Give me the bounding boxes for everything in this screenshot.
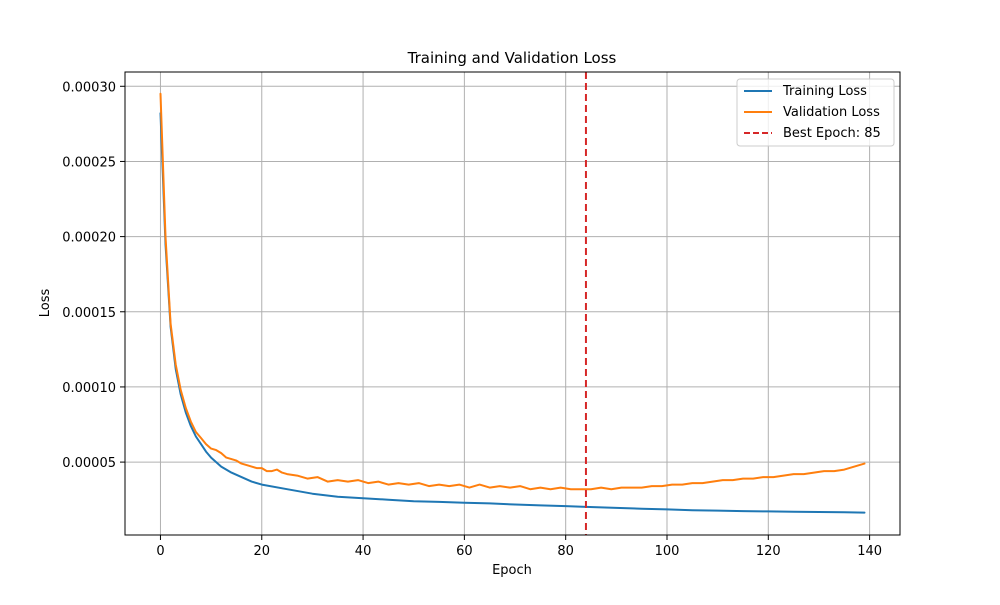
x-tick-label: 0	[156, 544, 164, 559]
plot-frame	[124, 71, 901, 536]
legend-box	[736, 78, 895, 147]
chart-title: Training and Validation Loss	[407, 49, 617, 67]
x-tick-label: 40	[355, 544, 372, 559]
legend-label-validation: Validation Loss	[783, 105, 880, 120]
x-tick-label: 20	[253, 544, 270, 559]
y-axis-ticks: 0.00005 0.00010 0.00015 0.00020 0.00025 0.000…	[62, 80, 125, 471]
legend: Training Loss Validation Loss Best Epoch…	[736, 78, 895, 147]
validation-loss-line	[159, 92, 866, 491]
y-tick-label: 0.00015	[62, 306, 116, 321]
y-axis-label: Loss	[38, 289, 53, 318]
y-tick-label: 0.00005	[62, 456, 116, 471]
x-tick-label: 140	[857, 544, 882, 559]
y-tick-label: 0.00025	[62, 155, 116, 170]
y-tick-label: 0.00030	[62, 80, 116, 95]
x-tick-label: 60	[456, 544, 473, 559]
legend-label-training: Training Loss	[782, 84, 867, 99]
x-tick-label: 120	[756, 544, 781, 559]
y-tick-label: 0.00020	[62, 231, 116, 246]
series-layer	[159, 92, 866, 514]
legend-label-best-epoch: Best Epoch: 85	[783, 126, 881, 141]
x-axis-label: Epoch	[492, 563, 532, 578]
x-tick-label: 80	[557, 544, 574, 559]
x-axis-ticks: 0 20 40 60 80 100 120 140	[156, 535, 882, 559]
training-loss-line	[159, 112, 866, 514]
x-tick-label: 100	[655, 544, 680, 559]
y-tick-label: 0.00010	[62, 381, 116, 396]
